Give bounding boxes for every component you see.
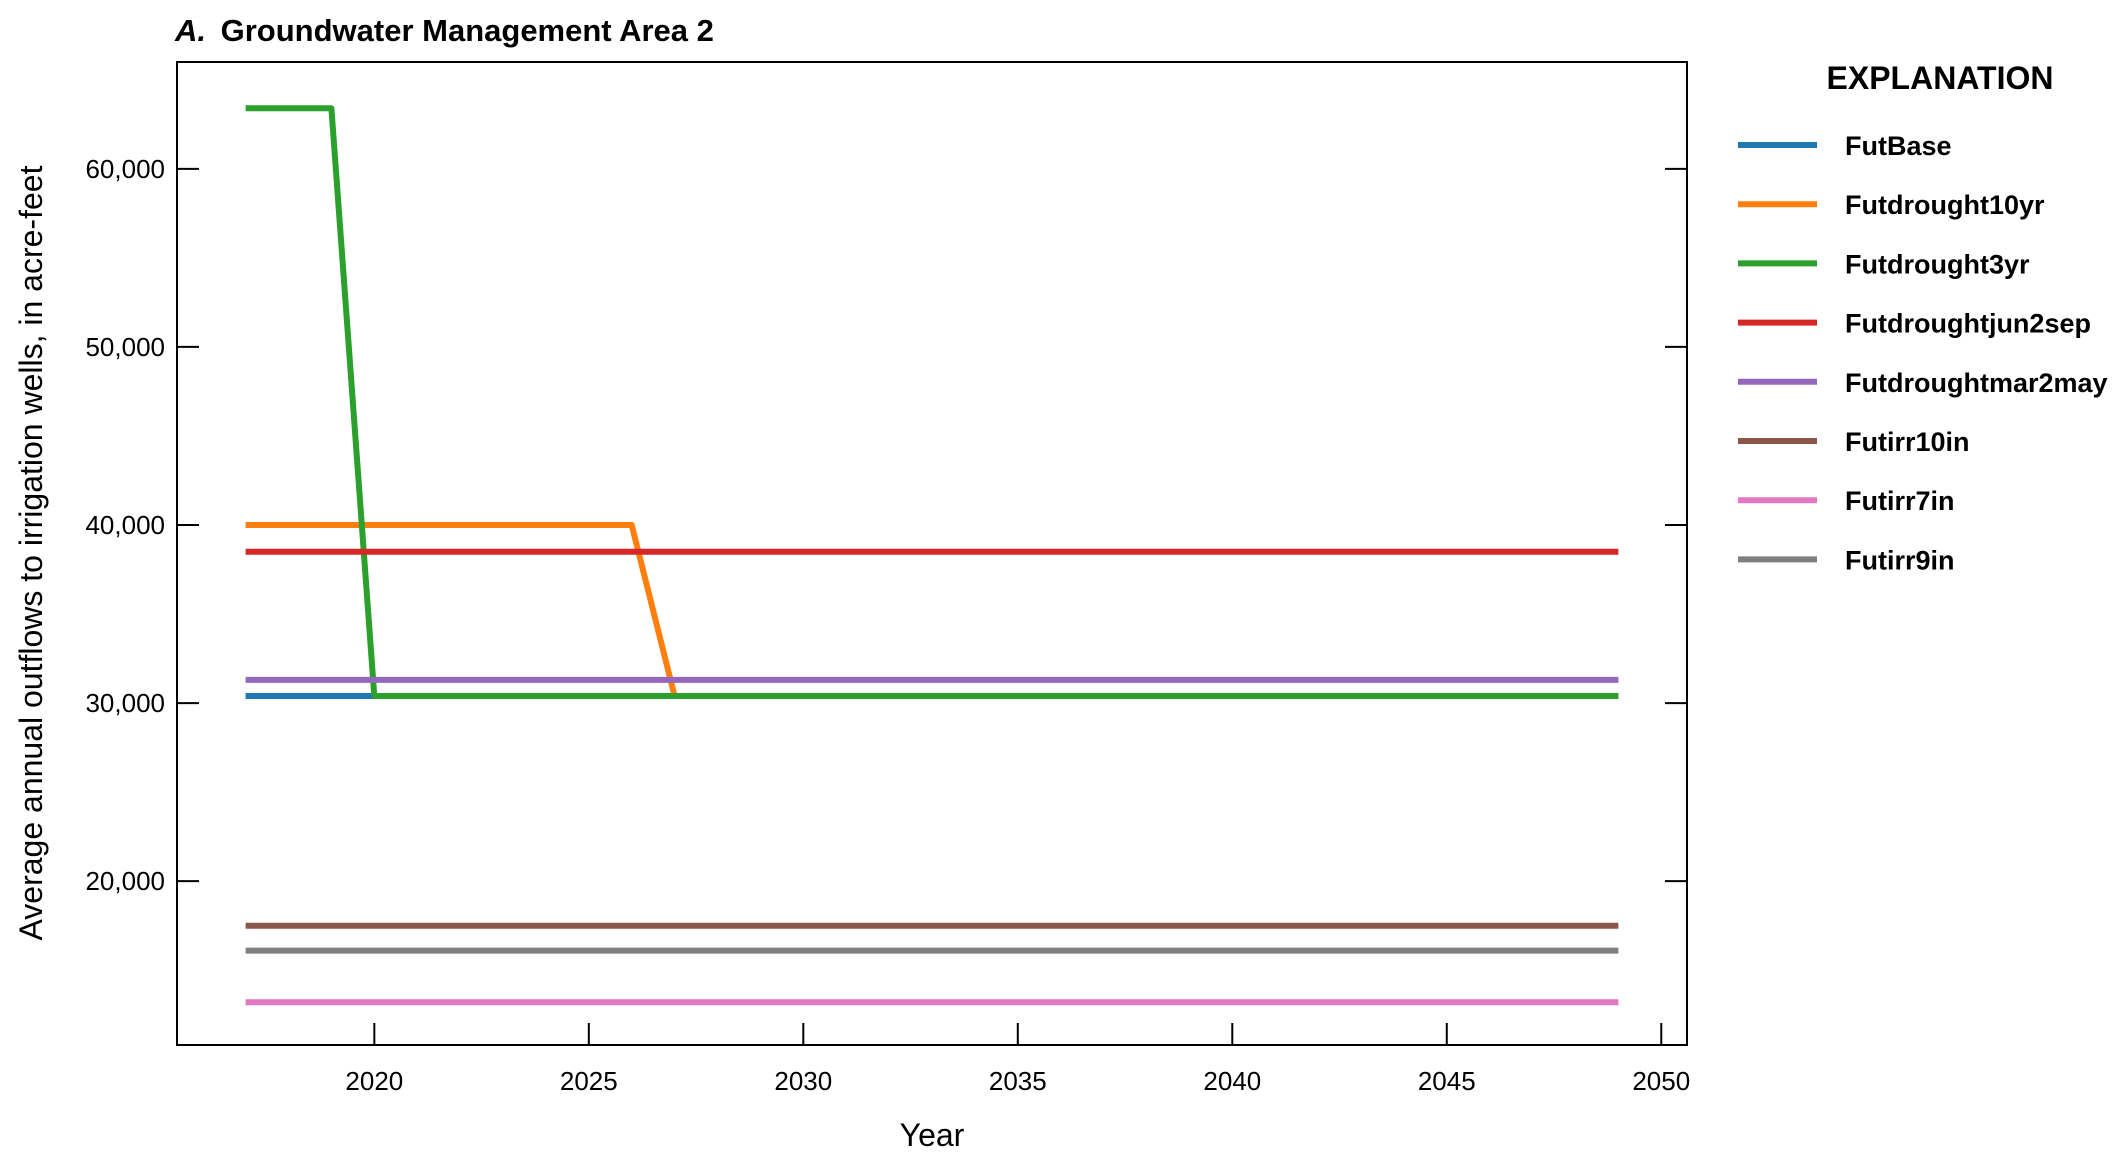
x-tick-label: 2020 [345,1066,403,1096]
y-tick-label: 60,000 [85,154,165,184]
legend-label: Futdrought10yr [1845,190,2045,220]
plot-frame [176,61,1688,1046]
y-tick-label: 30,000 [85,688,165,718]
x-axis-title: Year [900,1117,965,1153]
x-tick-label: 2025 [560,1066,618,1096]
x-tick-label: 2050 [1632,1066,1690,1096]
legend-title: EXPLANATION [1827,60,2054,96]
chart-title-text: Groundwater Management Area 2 [221,13,714,48]
legend-label: Futdroughtmar2may [1845,368,2108,398]
chart-title-prefix: A. [174,13,206,48]
legend: EXPLANATION FutBase Futdrought10yr Futdrou… [1738,60,2108,575]
x-tick-label: 2045 [1418,1066,1476,1096]
y-tick-label: 50,000 [85,332,165,362]
x-tick-label: 2030 [774,1066,832,1096]
legend-label: Futirr7in [1845,486,1955,516]
y-axis-title: Average annual outflows to irrigation we… [13,165,49,940]
legend-items: FutBase Futdrought10yr Futdrought3yr Futdro… [1738,131,2108,575]
y-tick-label: 40,000 [85,510,165,540]
legend-label: Futirr10in [1845,427,1970,457]
series-lines [245,105,1619,1006]
legend-label: Futdroughtjun2sep [1845,309,2091,339]
legend-label: FutBase [1845,131,1952,161]
legend-label: Futdrought3yr [1845,249,2030,279]
legend-label: Futirr9in [1845,545,1955,575]
x-axis: 2020 2025 2030 2035 2040 2045 2050 [345,1023,1690,1096]
chart-title: A. Groundwater Management Area 2 [174,13,714,48]
y-axis: 20,000 30,000 40,000 50,000 60,000 [85,154,1687,896]
x-tick-label: 2035 [989,1066,1047,1096]
x-tick-label: 2040 [1203,1066,1261,1096]
series-line-futdrought3yr [245,105,1619,699]
y-tick-label: 20,000 [85,866,165,896]
